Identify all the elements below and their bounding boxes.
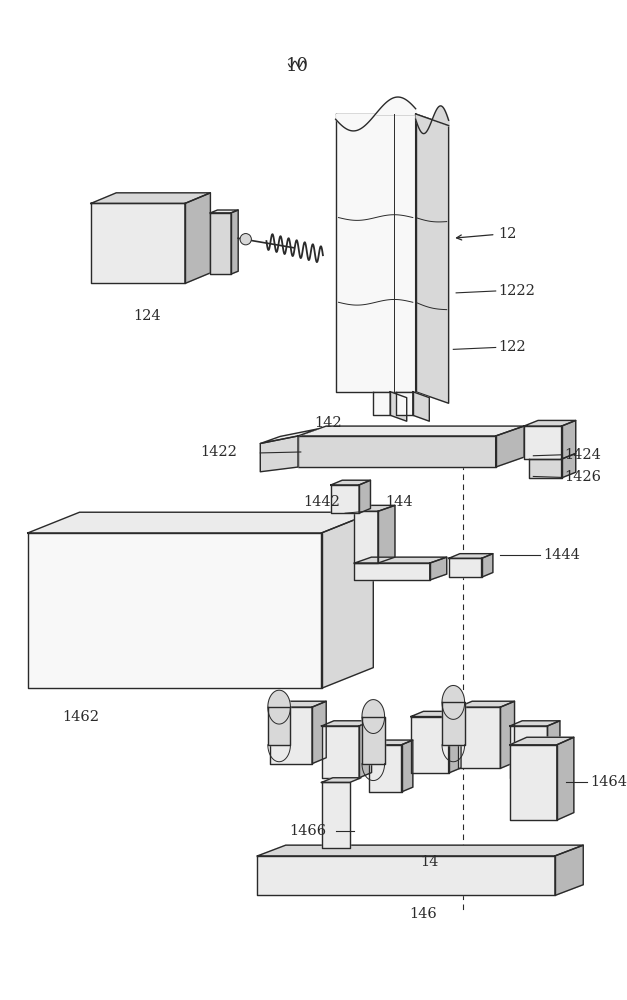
Text: 10: 10 (285, 57, 308, 75)
Polygon shape (231, 210, 238, 274)
Polygon shape (28, 533, 322, 688)
Polygon shape (448, 711, 461, 773)
Polygon shape (416, 114, 448, 403)
Text: 124: 124 (134, 309, 161, 323)
Polygon shape (496, 426, 524, 467)
Text: 1466: 1466 (289, 824, 326, 838)
Polygon shape (354, 505, 395, 511)
Polygon shape (442, 702, 465, 745)
Polygon shape (258, 856, 555, 895)
Text: 146: 146 (409, 907, 437, 921)
Text: 1464: 1464 (590, 775, 627, 789)
Polygon shape (396, 392, 413, 415)
Polygon shape (298, 436, 496, 467)
Polygon shape (557, 737, 574, 820)
Polygon shape (510, 721, 560, 726)
Polygon shape (482, 554, 493, 577)
Polygon shape (510, 745, 557, 820)
Polygon shape (458, 701, 515, 707)
Polygon shape (354, 563, 429, 580)
Polygon shape (335, 114, 416, 392)
Circle shape (240, 234, 251, 245)
Polygon shape (354, 511, 378, 563)
Polygon shape (362, 700, 384, 733)
Polygon shape (270, 707, 312, 764)
Polygon shape (411, 711, 461, 717)
Text: 1442: 1442 (303, 495, 340, 509)
Polygon shape (260, 429, 318, 444)
Polygon shape (411, 717, 448, 773)
Polygon shape (322, 726, 359, 778)
Polygon shape (322, 782, 350, 848)
Polygon shape (211, 213, 231, 274)
Polygon shape (413, 392, 429, 421)
Polygon shape (312, 701, 326, 764)
Polygon shape (429, 557, 446, 580)
Polygon shape (91, 193, 211, 203)
Polygon shape (322, 721, 372, 726)
Polygon shape (369, 740, 413, 745)
Polygon shape (524, 420, 576, 426)
Polygon shape (369, 745, 401, 792)
Polygon shape (359, 480, 371, 513)
Polygon shape (510, 737, 574, 745)
Polygon shape (354, 557, 446, 563)
Polygon shape (91, 203, 185, 283)
Polygon shape (562, 420, 576, 459)
Polygon shape (331, 480, 371, 485)
Polygon shape (268, 707, 290, 745)
Polygon shape (547, 721, 560, 778)
Polygon shape (322, 512, 373, 688)
Polygon shape (28, 512, 373, 533)
Polygon shape (390, 392, 407, 421)
Polygon shape (448, 558, 482, 577)
Text: 1422: 1422 (200, 445, 237, 459)
Polygon shape (524, 426, 562, 459)
Text: 142: 142 (314, 416, 342, 430)
Polygon shape (362, 717, 384, 764)
Polygon shape (458, 707, 500, 768)
Polygon shape (331, 485, 359, 513)
Polygon shape (401, 740, 413, 792)
Polygon shape (185, 193, 211, 283)
Polygon shape (378, 505, 395, 563)
Polygon shape (448, 554, 493, 558)
Polygon shape (500, 701, 515, 768)
Text: 1222: 1222 (498, 284, 535, 298)
Polygon shape (260, 436, 298, 472)
Polygon shape (373, 392, 390, 415)
Polygon shape (258, 845, 583, 856)
Text: 1424: 1424 (564, 448, 601, 462)
Text: 1444: 1444 (543, 548, 579, 562)
Polygon shape (298, 426, 524, 436)
Text: 144: 144 (386, 495, 413, 509)
Polygon shape (555, 845, 583, 895)
Polygon shape (562, 453, 576, 478)
Polygon shape (529, 459, 562, 478)
Polygon shape (442, 685, 465, 719)
Polygon shape (322, 778, 361, 782)
Polygon shape (510, 726, 547, 778)
Text: 14: 14 (421, 855, 439, 869)
Text: 12: 12 (498, 227, 517, 241)
Text: 122: 122 (498, 340, 526, 354)
Polygon shape (359, 721, 372, 778)
Text: 1462: 1462 (63, 710, 100, 724)
Polygon shape (211, 210, 238, 213)
Text: 1426: 1426 (564, 470, 601, 484)
Polygon shape (268, 690, 290, 724)
Polygon shape (270, 701, 326, 707)
